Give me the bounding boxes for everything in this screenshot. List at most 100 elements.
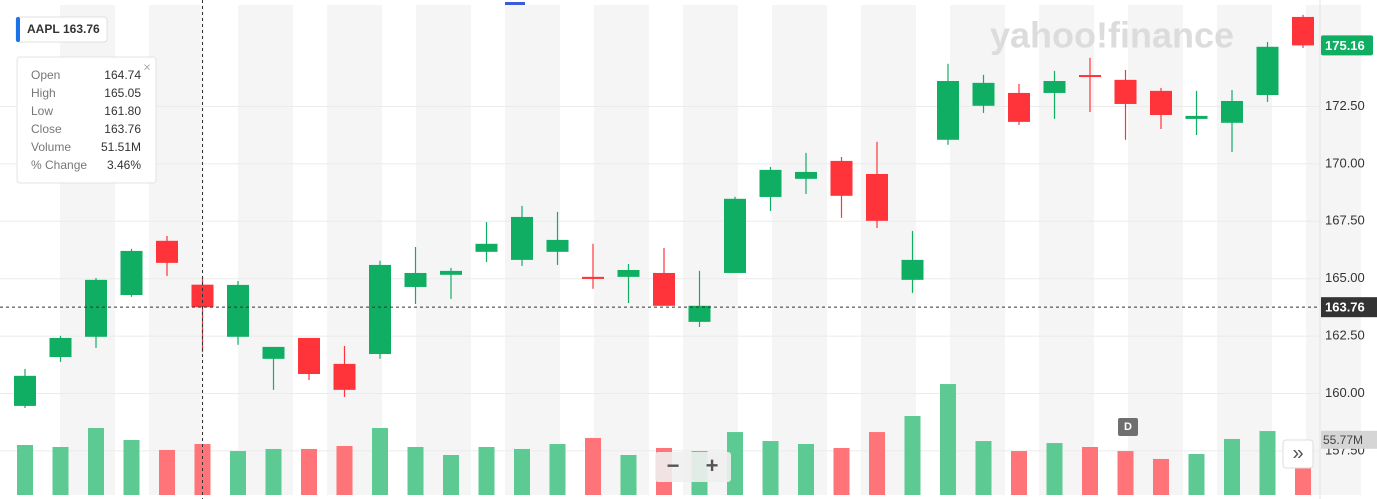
candle-body	[156, 240, 178, 263]
volume-bar	[549, 444, 566, 495]
volume-bar	[833, 447, 850, 495]
volume-bar	[1153, 458, 1169, 495]
volume-bar	[123, 439, 140, 495]
y-tick-label: 172.50	[1325, 98, 1365, 113]
candle-body	[14, 375, 36, 406]
zoom-in[interactable]: +	[706, 453, 719, 478]
volume-bar	[1117, 451, 1134, 495]
close-icon[interactable]: ×	[143, 59, 151, 74]
candle-body	[688, 305, 711, 322]
y-tick-label: 160.00	[1325, 385, 1365, 400]
volume-bar	[1259, 431, 1276, 495]
candle-body	[85, 279, 107, 337]
background-stripe	[238, 5, 293, 495]
plot	[0, 0, 1320, 499]
candle-body	[1043, 81, 1066, 93]
volume-bar	[1082, 446, 1098, 495]
candle-body	[120, 250, 143, 296]
zoom-controls: − +	[655, 452, 731, 482]
tooltip-label: High	[31, 86, 56, 100]
candle-body	[369, 264, 391, 355]
candle-body	[830, 160, 853, 196]
y-tick-label: 170.00	[1325, 155, 1365, 170]
volume-bar	[620, 455, 637, 495]
watermark: yahoo!finance	[990, 15, 1234, 56]
background-stripe	[950, 5, 1005, 495]
candle-body	[759, 169, 782, 197]
volume-bar	[52, 446, 69, 495]
volume-bar	[585, 437, 601, 495]
volume-bar	[1011, 451, 1027, 495]
candle-body	[617, 269, 640, 277]
candle-body	[582, 276, 604, 279]
candle-body	[440, 270, 462, 275]
volume-bar	[975, 441, 992, 495]
volume-label: 55.77M	[1323, 433, 1363, 447]
volume-bar	[1224, 438, 1240, 495]
background-stripe	[1306, 5, 1361, 495]
last-price-badge	[1321, 35, 1373, 56]
volume-bar	[798, 444, 814, 495]
volume-bar	[159, 449, 175, 495]
candle-body	[1079, 75, 1101, 78]
volume-bar	[904, 416, 921, 495]
volume-bar	[443, 455, 459, 495]
candle-body	[795, 171, 817, 179]
volume-bar	[869, 432, 885, 495]
candle-body	[1256, 46, 1279, 96]
tooltip-label: Close	[31, 122, 62, 136]
ticker: AAPL	[27, 22, 60, 36]
crosshair-price: 163.76	[1325, 300, 1365, 315]
crosshair-badge	[1321, 297, 1377, 318]
volume-bar	[88, 427, 104, 495]
candle-body	[546, 239, 569, 252]
candle-body	[972, 82, 995, 106]
tooltip: × Open 164.74 High 165.05 Low 161.80 Close 163.…	[16, 56, 157, 184]
background-stripe	[416, 5, 471, 495]
volume-bar	[478, 446, 495, 495]
volume-badge	[1321, 430, 1377, 449]
candle-body	[404, 272, 427, 287]
candle-body	[227, 284, 249, 337]
background-stripe	[594, 5, 649, 495]
tooltip-value: 165.05	[104, 86, 141, 100]
background-stripe	[327, 5, 382, 495]
last-price: 175.16	[1325, 38, 1365, 53]
candle-body	[1221, 100, 1243, 123]
zoom-out[interactable]: −	[667, 453, 680, 478]
candle-body	[1008, 92, 1030, 122]
candle-body	[901, 259, 924, 280]
candle-body	[262, 346, 285, 359]
background-stripe	[1128, 5, 1183, 495]
tooltip-label: % Change	[31, 158, 87, 172]
volume-bar	[1046, 443, 1063, 495]
background-stripe	[772, 5, 827, 495]
volume-bar	[265, 448, 282, 495]
volume-bar	[514, 448, 530, 495]
background-stripe	[1039, 5, 1094, 495]
expand-label: »	[1292, 442, 1303, 464]
candle-body	[724, 198, 746, 273]
candle-body	[49, 337, 72, 358]
candle-body	[1185, 115, 1208, 119]
candle-body	[1150, 90, 1172, 115]
event-marker[interactable]: D	[1118, 418, 1138, 436]
y-tick-label: 167.50	[1325, 213, 1365, 228]
volume-bar	[17, 445, 33, 495]
volume-bar	[1188, 454, 1205, 495]
volume-bar	[940, 384, 956, 495]
tooltip-value: 3.46%	[107, 158, 141, 172]
volume-bar	[230, 451, 246, 495]
tooltip-value: 161.80	[104, 104, 141, 118]
event-label: D	[1124, 421, 1132, 433]
candle-body	[298, 337, 320, 374]
volume-bar	[301, 448, 317, 495]
ticker-badge: AAPL 163.76	[15, 16, 108, 43]
candle-body	[866, 173, 888, 221]
tooltip-label: Low	[31, 104, 53, 118]
volume-bar	[407, 446, 424, 495]
candle-body	[333, 363, 356, 390]
expand-button[interactable]: »	[1282, 439, 1314, 469]
